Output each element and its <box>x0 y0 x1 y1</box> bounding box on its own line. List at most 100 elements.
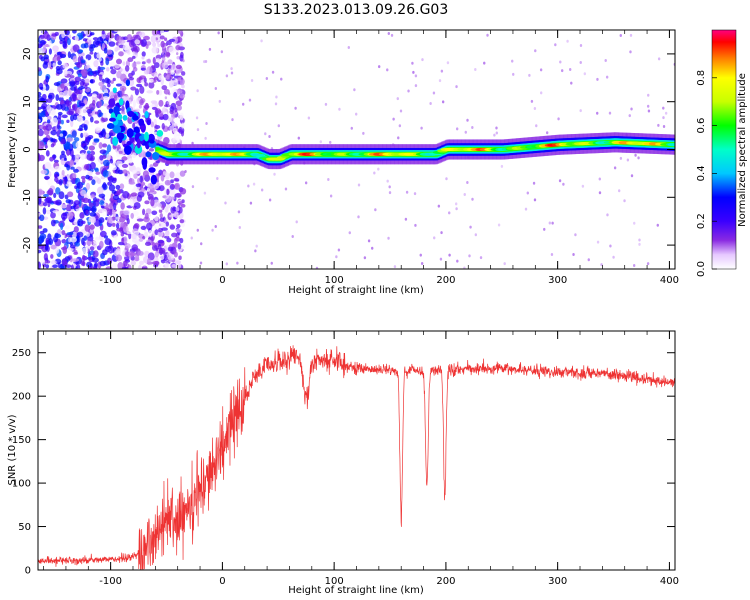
heatmap-cell <box>80 132 84 139</box>
heatmap-cell <box>533 198 537 202</box>
heatmap-cell <box>474 233 478 237</box>
heatmap-cell <box>100 85 107 91</box>
heatmap-cell <box>86 109 93 114</box>
heatmap-cell <box>173 251 178 258</box>
heatmap-cell <box>468 254 471 258</box>
heatmap-cell <box>80 189 87 197</box>
heatmap-cell <box>47 188 54 196</box>
heatmap-cell <box>177 262 182 269</box>
heatmap-cell <box>61 229 66 236</box>
heatmap-cell <box>254 249 257 253</box>
heatmap-cell <box>105 57 110 66</box>
heatmap-cell <box>128 76 135 81</box>
heatmap-cell <box>203 191 207 195</box>
heatmap-cell <box>117 262 124 269</box>
heatmap-cell <box>127 251 134 258</box>
heatmap-cell <box>533 106 537 110</box>
heatmap-cell <box>93 60 99 68</box>
heatmap-cell <box>167 169 172 173</box>
heatmap-cell <box>169 110 174 115</box>
heatmap-cell <box>146 58 152 64</box>
heatmap-cell <box>175 228 183 233</box>
heatmap-cell <box>60 119 64 125</box>
heatmap-cell <box>61 31 66 39</box>
heatmap-cell <box>86 150 91 155</box>
heatmap-cell <box>81 69 88 77</box>
heatmap-cell <box>102 96 109 100</box>
heatmap-cell <box>50 211 56 219</box>
heatmap-cell <box>106 257 113 265</box>
heatmap-cell <box>115 83 122 87</box>
heatmap-cell <box>69 159 74 166</box>
heatmap-cell <box>167 94 172 100</box>
heatmap-cell <box>466 181 469 185</box>
heatmap-cell <box>137 191 145 198</box>
heatmap-transition-cell <box>122 115 128 121</box>
heatmap-cell <box>464 130 467 134</box>
heatmap-cell <box>135 183 142 188</box>
heatmap-cell <box>70 264 74 269</box>
heatmap-cell <box>88 145 96 151</box>
heatmap-cell <box>38 197 42 205</box>
heatmap-cell <box>217 31 220 35</box>
heatmap-cell <box>96 93 102 99</box>
heatmap-cell <box>89 212 97 217</box>
heatmap-cell <box>39 86 44 90</box>
heatmap-cell <box>91 179 96 186</box>
heatmap-cell <box>307 116 311 120</box>
heatmap-cell <box>74 80 80 86</box>
heatmap-cell <box>483 61 486 65</box>
heatmap-cell <box>84 164 90 170</box>
heatmap-cell <box>554 43 557 47</box>
heatmap-cell <box>559 60 562 64</box>
heatmap-cell <box>82 33 86 37</box>
spectrogram-xtick-label: 300 <box>548 275 567 286</box>
heatmap-cell <box>81 175 86 180</box>
heatmap-cell <box>166 188 170 196</box>
snr-series-line <box>38 345 675 570</box>
heatmap-cell <box>315 266 319 269</box>
heatmap-ridge-layer <box>106 79 675 185</box>
heatmap-cell <box>154 216 159 222</box>
heatmap-cell <box>38 67 42 72</box>
heatmap-cell <box>97 186 104 195</box>
heatmap-cell <box>191 185 195 189</box>
heatmap-cell <box>463 192 466 196</box>
snr-ytick-label: 0 <box>25 566 31 577</box>
heatmap-cell <box>55 68 63 75</box>
heatmap-cell <box>52 264 58 269</box>
heatmap-cell <box>46 98 53 103</box>
heatmap-cell <box>69 61 73 70</box>
heatmap-cell <box>73 168 79 173</box>
heatmap-cell <box>169 187 176 195</box>
heatmap-cell <box>89 246 95 251</box>
heatmap-cell <box>66 38 71 46</box>
heatmap-cell <box>83 98 88 105</box>
heatmap-cell <box>92 250 99 258</box>
heatmap-cell <box>80 152 86 161</box>
heatmap-cell <box>38 154 45 162</box>
heatmap-cell <box>295 220 298 224</box>
heatmap-cell <box>268 134 271 138</box>
heatmap-cell <box>162 113 169 121</box>
heatmap-cell <box>61 114 68 119</box>
heatmap-cell <box>98 142 103 149</box>
heatmap-cell <box>157 230 164 237</box>
heatmap-cell <box>40 43 44 47</box>
heatmap-cell <box>140 67 146 71</box>
heatmap-cell <box>76 93 83 100</box>
heatmap-cell <box>122 44 130 51</box>
heatmap-cell <box>130 86 137 91</box>
heatmap-cell <box>163 54 166 58</box>
colorbar-frame <box>711 29 737 270</box>
heatmap-cell <box>81 247 89 254</box>
heatmap-cell <box>78 86 85 90</box>
heatmap-cell <box>64 30 69 35</box>
heatmap-cell <box>60 83 65 89</box>
heatmap-cell <box>419 253 422 257</box>
heatmap-cell <box>159 255 165 261</box>
heatmap-cell <box>132 169 137 175</box>
heatmap-cell <box>432 91 436 95</box>
heatmap-cell <box>152 261 160 265</box>
